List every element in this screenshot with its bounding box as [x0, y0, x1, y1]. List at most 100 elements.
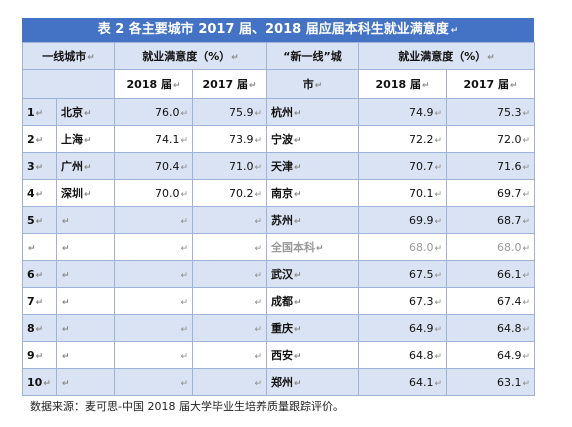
- table-row: 6↵ ↵ ↵ ↵ 武汉↵ 67.5↵ 66.1↵: [22, 260, 536, 288]
- value-2017-cell: ↵: [192, 287, 268, 315]
- paragraph-mark-icon: ↵: [180, 108, 189, 119]
- new-value-2018-cell-text: 67.5: [408, 267, 434, 281]
- paragraph-mark-icon: ↵: [35, 216, 44, 227]
- rank-cell-text: 9: [27, 348, 35, 362]
- rank-cell: 10↵: [22, 368, 57, 396]
- new-tier1-city-cell: 郑州↵: [266, 368, 360, 396]
- paragraph-mark-icon: ↵: [294, 136, 302, 146]
- new-value-2018-cell-text: 70.7: [408, 159, 434, 173]
- paragraph-mark-icon: ↵: [434, 162, 443, 173]
- paragraph-mark-icon: ↵: [180, 135, 189, 146]
- paragraph-mark-icon: ↵: [180, 243, 189, 254]
- paragraph-mark-icon: ↵: [254, 216, 263, 227]
- city-cell: ↵: [55, 368, 116, 396]
- new-value-2018-cell: 72.2↵: [358, 125, 448, 153]
- new-value-2017-cell-text: 68.0: [497, 240, 522, 254]
- new-value-2017-cell: 75.3↵: [446, 98, 536, 126]
- rank-cell-text: 7: [27, 294, 35, 308]
- new-tier1-city-cell: 苏州↵: [266, 206, 360, 234]
- paragraph-mark-icon: ↵: [522, 162, 531, 173]
- satisfaction-table: 表 2 各主要城市 2017 届、2018 届应届本科生就业满意度 ↵ 一线城市↵…: [21, 18, 536, 396]
- tier1-city-header: 一线城市↵: [21, 42, 116, 70]
- new-value-2018-cell-text: 69.9: [408, 213, 434, 227]
- new-value-2017-cell-text: 64.8: [497, 321, 522, 335]
- value-2017-cell: ↵: [192, 314, 268, 342]
- value-2018-cell-text: 76.0: [154, 105, 180, 119]
- paragraph-mark-icon: ↵: [35, 270, 44, 281]
- paragraph-mark-icon: ↵: [294, 109, 302, 119]
- new-value-2017-cell-text: 72.0: [497, 132, 522, 146]
- paragraph-mark-icon: ↵: [35, 108, 44, 119]
- paragraph-mark-icon: ↵: [35, 189, 44, 200]
- paragraph-mark-icon: ↵: [254, 189, 263, 200]
- paragraph-mark-icon: ↵: [434, 324, 443, 335]
- paragraph-mark-icon: ↵: [294, 190, 302, 200]
- new-tier1-city-cell: 武汉↵: [266, 260, 360, 288]
- paragraph-mark-icon: ↵: [522, 324, 531, 335]
- value-2017-cell: ↵: [192, 341, 268, 369]
- paragraph-mark-icon: ↵: [522, 378, 531, 389]
- paragraph-mark-icon: ↵: [180, 351, 189, 362]
- paragraph-mark-icon: ↵: [254, 324, 263, 335]
- value-2017-cell: 75.9↵: [192, 98, 268, 126]
- city-cell: 上海↵: [55, 125, 116, 153]
- value-2018-cell: ↵: [114, 314, 194, 342]
- table-row: 1↵ 北京↵ 76.0↵ 75.9↵ 杭州↵ 74.9↵ 75.3↵: [22, 98, 536, 126]
- table-row: 2↵ 上海↵ 74.1↵ 73.9↵ 宁波↵ 72.2↵ 72.0↵: [22, 125, 536, 153]
- new-value-2017-cell-text: 67.4: [497, 294, 522, 308]
- new-value-2017-cell: 64.9↵: [446, 341, 536, 369]
- paragraph-mark-icon: ↵: [434, 135, 443, 146]
- city-cell-text: 广州: [61, 160, 83, 173]
- new-value-2018-cell: 67.5↵: [358, 260, 448, 288]
- new-tier1-city-cell-text: 苏州: [271, 214, 294, 227]
- city-cell: ↵: [55, 287, 116, 315]
- paragraph-mark-icon: ↵: [522, 297, 531, 308]
- table-row: 3↵ 广州↵ 70.4↵ 71.0↵ 天津↵ 70.7↵ 71.6↵: [22, 152, 536, 180]
- paragraph-mark-icon: ↵: [254, 378, 263, 389]
- new-value-2017-cell: 67.4↵: [446, 287, 536, 315]
- paragraph-mark-icon: ↵: [62, 378, 70, 389]
- new-tier1-city-cell: 西安↵: [266, 341, 360, 369]
- value-2017-cell: ↵: [192, 368, 268, 396]
- city-cell: ↵: [55, 233, 116, 261]
- paragraph-mark-icon: ↵: [316, 244, 324, 254]
- value-2017-cell: ↵: [192, 206, 268, 234]
- new-tier1-city-cell-text: 郑州: [271, 376, 294, 389]
- paragraph-mark-icon: ↵: [35, 135, 44, 146]
- new-value-2017-cell-text: 69.7: [497, 186, 522, 200]
- rank-cell: 1↵: [22, 98, 57, 126]
- satisfaction-header-left: 就业满意度（%）↵: [114, 42, 268, 70]
- paragraph-mark-icon: ↵: [254, 162, 263, 173]
- value-2018-cell-text: 74.1: [154, 132, 180, 146]
- new-value-2017-cell-text: 63.1: [497, 375, 522, 389]
- new-value-2018-cell: 64.8↵: [358, 341, 448, 369]
- rank-cell-text: 3: [27, 159, 35, 173]
- year-2017-header-right: 2017 届↵: [446, 69, 536, 99]
- paragraph-mark-icon: ↵: [434, 378, 443, 389]
- value-2017-cell: 71.0↵: [192, 152, 268, 180]
- value-2018-cell: 70.0↵: [114, 179, 194, 207]
- paragraph-mark-icon: ↵: [35, 162, 44, 173]
- paragraph-mark-icon: ↵: [522, 270, 531, 281]
- table-row: ↵ ↵ ↵ ↵ 全国本科↵ 68.0↵ 68.0↵: [22, 233, 536, 261]
- paragraph-mark-icon: ↵: [294, 271, 302, 281]
- new-tier1-city-header: “新一线”城: [266, 42, 360, 70]
- paragraph-mark-icon: ↵: [84, 136, 92, 146]
- data-table: 一线城市↵ 就业满意度（%）↵ “新一线”城 就业满意度（%）↵ 2018 届↵…: [21, 42, 536, 396]
- rank-cell-text: 1: [27, 105, 35, 119]
- new-value-2018-cell-text: 68.0: [408, 240, 434, 254]
- new-tier1-city-cell: 全国本科↵: [266, 233, 360, 261]
- paragraph-mark-icon: ↵: [522, 135, 531, 146]
- new-tier1-city-cell-text: 西安: [271, 349, 294, 362]
- paragraph-mark-icon: ↵: [434, 108, 443, 119]
- new-value-2017-cell-text: 71.6: [497, 159, 522, 173]
- paragraph-mark-icon: ↵: [62, 324, 70, 335]
- new-tier1-city-cell-text: 全国本科: [271, 241, 316, 254]
- header-row-1: 一线城市↵ 就业满意度（%）↵ “新一线”城 就业满意度（%）↵: [21, 42, 536, 70]
- value-2018-cell: 76.0↵: [114, 98, 194, 126]
- new-value-2017-cell: 66.1↵: [446, 260, 536, 288]
- new-value-2017-cell: 63.1↵: [446, 368, 536, 396]
- paragraph-mark-icon: ↵: [62, 243, 70, 254]
- paragraph-mark-icon: ↵: [254, 243, 263, 254]
- paragraph-mark-icon: ↵: [294, 325, 302, 335]
